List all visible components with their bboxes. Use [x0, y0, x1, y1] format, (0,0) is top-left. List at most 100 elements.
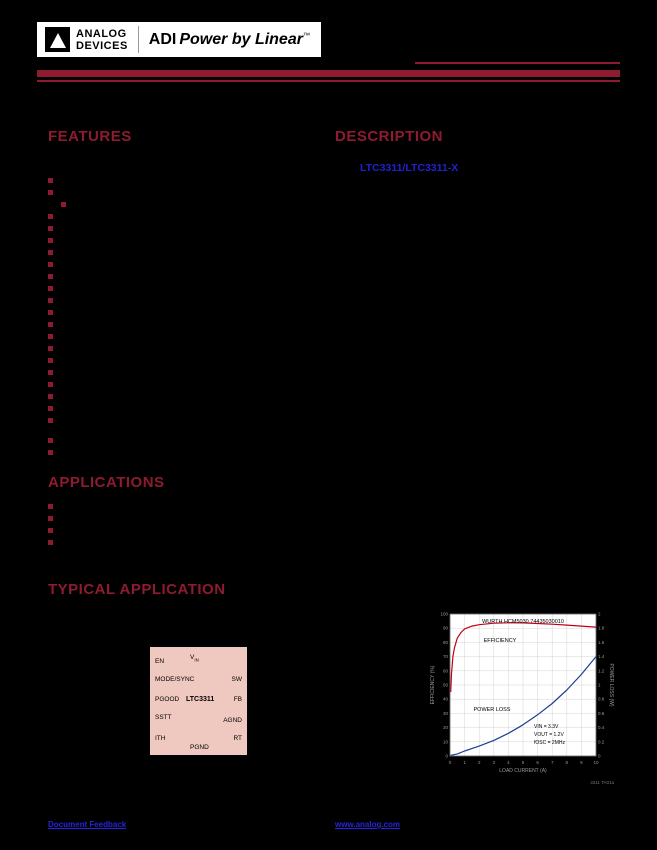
applications-list: [48, 500, 320, 548]
brand-power-by-linear: Power by Linear: [179, 30, 303, 48]
list-item: [48, 330, 320, 342]
bullet-square-icon: [48, 333, 53, 339]
list-item: [48, 446, 320, 458]
svg-text:0: 0: [445, 754, 448, 759]
pin-en: EN: [155, 658, 165, 665]
list-item: [48, 378, 320, 390]
list-item: [48, 414, 320, 426]
list-item: [48, 282, 320, 294]
svg-text:VIN = 3.3V: VIN = 3.3V: [534, 724, 559, 730]
efficiency-chart-svg: WURTH HCM5030 74435030010 EFFICIENCY POWER…: [430, 612, 614, 786]
analog-website-link[interactable]: www.analog.com: [335, 820, 401, 829]
logo-divider: [137, 26, 139, 53]
title-rule: [415, 62, 620, 64]
svg-text:POWER LOSS (W): POWER LOSS (W): [608, 663, 614, 706]
list-item: [48, 222, 320, 234]
pin-vin: VIN: [190, 654, 199, 663]
header-rule-thick: [37, 70, 620, 77]
list-item: [48, 234, 320, 246]
adi-logo-text: ANALOG DEVICES: [76, 27, 128, 52]
bullet-square-icon: [48, 249, 53, 255]
svg-text:10: 10: [443, 739, 449, 744]
list-item: [48, 512, 320, 524]
bullet-square-icon: [48, 503, 53, 509]
header-rule-thin: [37, 80, 620, 82]
pin-pgood: PGOOD: [155, 696, 180, 703]
svg-text:WURTH HCM5030 74435030010: WURTH HCM5030 74435030010: [482, 619, 564, 625]
bullet-square-icon: [48, 273, 53, 279]
list-item: [48, 366, 320, 378]
bullet-square-icon: [48, 321, 53, 327]
pin-rt: RT: [233, 735, 242, 742]
applications-heading: APPLICATIONS: [48, 474, 165, 491]
list-item: [48, 500, 320, 512]
document-feedback-link[interactable]: Document Feedback: [48, 820, 127, 829]
bullet-square-icon: [48, 213, 53, 219]
bullet-square-icon: [48, 417, 53, 423]
svg-text:7: 7: [551, 760, 554, 765]
bullet-square-icon: [48, 449, 53, 455]
pin-agnd: AGND: [223, 717, 242, 724]
bullet-square-icon: [48, 527, 53, 533]
description-heading: DESCRIPTION: [335, 128, 444, 145]
svg-text:EFFICIENCY: EFFICIENCY: [484, 638, 517, 644]
svg-text:50: 50: [443, 683, 449, 688]
svg-text:3311 TA01a: 3311 TA01a: [590, 780, 614, 785]
svg-text:1.2: 1.2: [598, 668, 605, 673]
svg-text:90: 90: [443, 626, 449, 631]
svg-text:LOAD CURRENT (A): LOAD CURRENT (A): [499, 768, 547, 774]
typical-application-heading: TYPICAL APPLICATION: [48, 581, 226, 598]
svg-text:fOSC = 2MHz: fOSC = 2MHz: [534, 740, 565, 746]
bullet-square-icon: [48, 285, 53, 291]
bullet-square-icon: [48, 261, 53, 267]
svg-text:POWER LOSS: POWER LOSS: [474, 707, 511, 713]
svg-text:4: 4: [507, 760, 510, 765]
svg-text:0.8: 0.8: [598, 697, 605, 702]
pin-mode-sync: MODE/SYNC: [155, 676, 195, 683]
bullet-square-icon: [48, 309, 53, 315]
list-item: [48, 524, 320, 536]
bullet-square-icon: [48, 381, 53, 387]
list-item: [48, 294, 320, 306]
list-item: [48, 246, 320, 258]
brand-trademark: ™: [302, 32, 310, 40]
svg-text:10: 10: [593, 760, 599, 765]
svg-text:0.6: 0.6: [598, 711, 605, 716]
ic-block-ltc3311: EN VIN MODE/SYNC SW PGOOD LTC3311 FB SST…: [150, 647, 247, 755]
svg-text:60: 60: [443, 668, 449, 673]
features-list: [48, 174, 320, 458]
list-item: [48, 390, 320, 402]
list-item: [48, 258, 320, 270]
bullet-square-icon: [48, 225, 53, 231]
svg-text:1.6: 1.6: [598, 640, 605, 645]
adi-logo-bar: ANALOG DEVICES ADI Power by Linear™: [37, 22, 321, 57]
part-number-link[interactable]: LTC3311/LTC3311-X: [360, 162, 459, 174]
svg-text:70: 70: [443, 654, 449, 659]
svg-text:30: 30: [443, 711, 449, 716]
bullet-square-icon: [48, 237, 53, 243]
svg-text:40: 40: [443, 697, 449, 702]
svg-text:0: 0: [449, 760, 452, 765]
bullet-square-icon: [48, 405, 53, 411]
features-heading: FEATURES: [48, 128, 132, 145]
list-item: [48, 210, 320, 222]
svg-text:1: 1: [463, 760, 466, 765]
list-item: [48, 174, 320, 186]
svg-text:80: 80: [443, 640, 449, 645]
svg-text:0: 0: [598, 754, 601, 759]
svg-text:0.4: 0.4: [598, 725, 605, 730]
svg-text:100: 100: [440, 612, 448, 617]
bullet-square-icon: [48, 357, 53, 363]
list-item: [48, 342, 320, 354]
pin-pgnd: PGND: [190, 744, 209, 751]
svg-text:EFFICIENCY (%): EFFICIENCY (%): [430, 665, 436, 704]
bullet-square-icon: [48, 297, 53, 303]
ic-part-label: LTC3311: [186, 696, 215, 703]
svg-text:9: 9: [580, 760, 583, 765]
brand-adi: ADI: [148, 30, 177, 48]
svg-text:0.2: 0.2: [598, 739, 605, 744]
adi-triangle-icon: [49, 33, 66, 48]
bullet-square-icon: [48, 515, 53, 521]
svg-text:3: 3: [493, 760, 496, 765]
svg-text:1.8: 1.8: [598, 626, 605, 631]
